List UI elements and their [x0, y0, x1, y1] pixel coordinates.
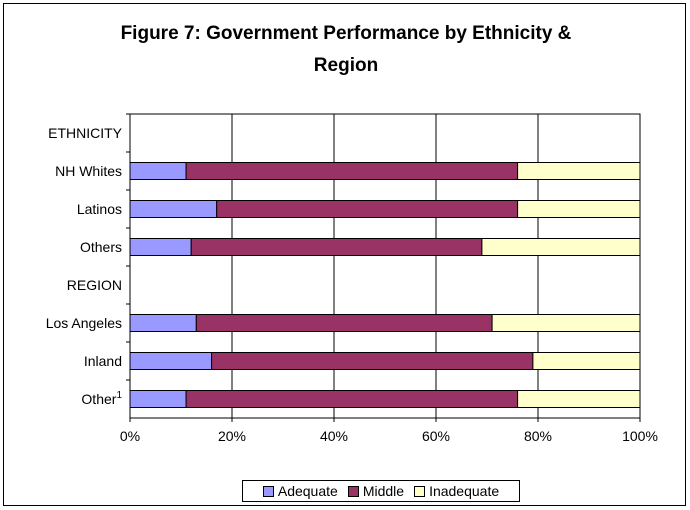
y-tick-label: NH Whites	[55, 163, 122, 179]
x-tick-label: 60%	[422, 428, 450, 444]
bar-adequate	[129, 200, 218, 218]
bar-middle	[216, 200, 519, 218]
bar-middle	[190, 238, 483, 256]
chart-frame: Figure 7: Government Performance by Ethn…	[3, 3, 686, 506]
bar-adequate	[129, 238, 192, 256]
y-tick-label: Los Angeles	[46, 315, 122, 331]
bar-middle	[185, 162, 519, 180]
bar-inadequate	[532, 352, 641, 370]
bar-adequate	[129, 352, 213, 370]
bar-adequate	[129, 390, 187, 408]
bar-inadequate	[517, 162, 641, 180]
legend-label: Inadequate	[429, 483, 500, 499]
bar-inadequate	[481, 238, 641, 256]
bar-inadequate	[517, 200, 641, 218]
legend-item-middle: Middle	[347, 483, 405, 499]
chart-legend: Adequate Middle Inadequate	[242, 480, 520, 502]
y-tick-label: Others	[80, 239, 122, 255]
x-tick-label: 20%	[218, 428, 246, 444]
legend-item-inadequate: Inadequate	[414, 483, 499, 499]
plot-area	[129, 113, 641, 419]
bar-inadequate	[491, 314, 641, 332]
legend-swatch	[262, 485, 274, 497]
y-tick-label: Latinos	[77, 201, 122, 217]
legend-label: Middle	[362, 483, 405, 499]
y-tick-label: Other1	[81, 390, 122, 407]
chart-title-line-2: Region	[313, 55, 379, 76]
x-tick-label: 80%	[524, 428, 552, 444]
y-tick-label: ETHNICITY	[48, 125, 123, 141]
bar-adequate	[129, 314, 197, 332]
bar-middle	[195, 314, 493, 332]
bar-middle	[211, 352, 534, 370]
legend-swatch	[347, 485, 359, 497]
legend-label: Adequate	[277, 483, 338, 499]
x-tick-label: 100%	[622, 428, 658, 444]
chart-plot: 0% 20% 40% 60% 80% 100% ETHNICITY NH Whites Lati…	[46, 113, 658, 444]
x-tick-label: 0%	[120, 428, 140, 444]
chart-title: Figure 7: Government Performance by Ethn…	[44, 18, 648, 82]
legend-item-adequate: Adequate	[262, 483, 338, 499]
legend-swatch	[414, 485, 426, 497]
y-tick-label: REGION	[67, 277, 122, 293]
bar-inadequate	[517, 390, 641, 408]
bar-middle	[185, 390, 519, 408]
bar-adequate	[129, 162, 187, 180]
y-tick-label: Inland	[84, 353, 122, 369]
x-tick-label: 40%	[320, 428, 348, 444]
chart-title-line-1: Figure 7: Government Performance by Ethn…	[120, 23, 572, 44]
